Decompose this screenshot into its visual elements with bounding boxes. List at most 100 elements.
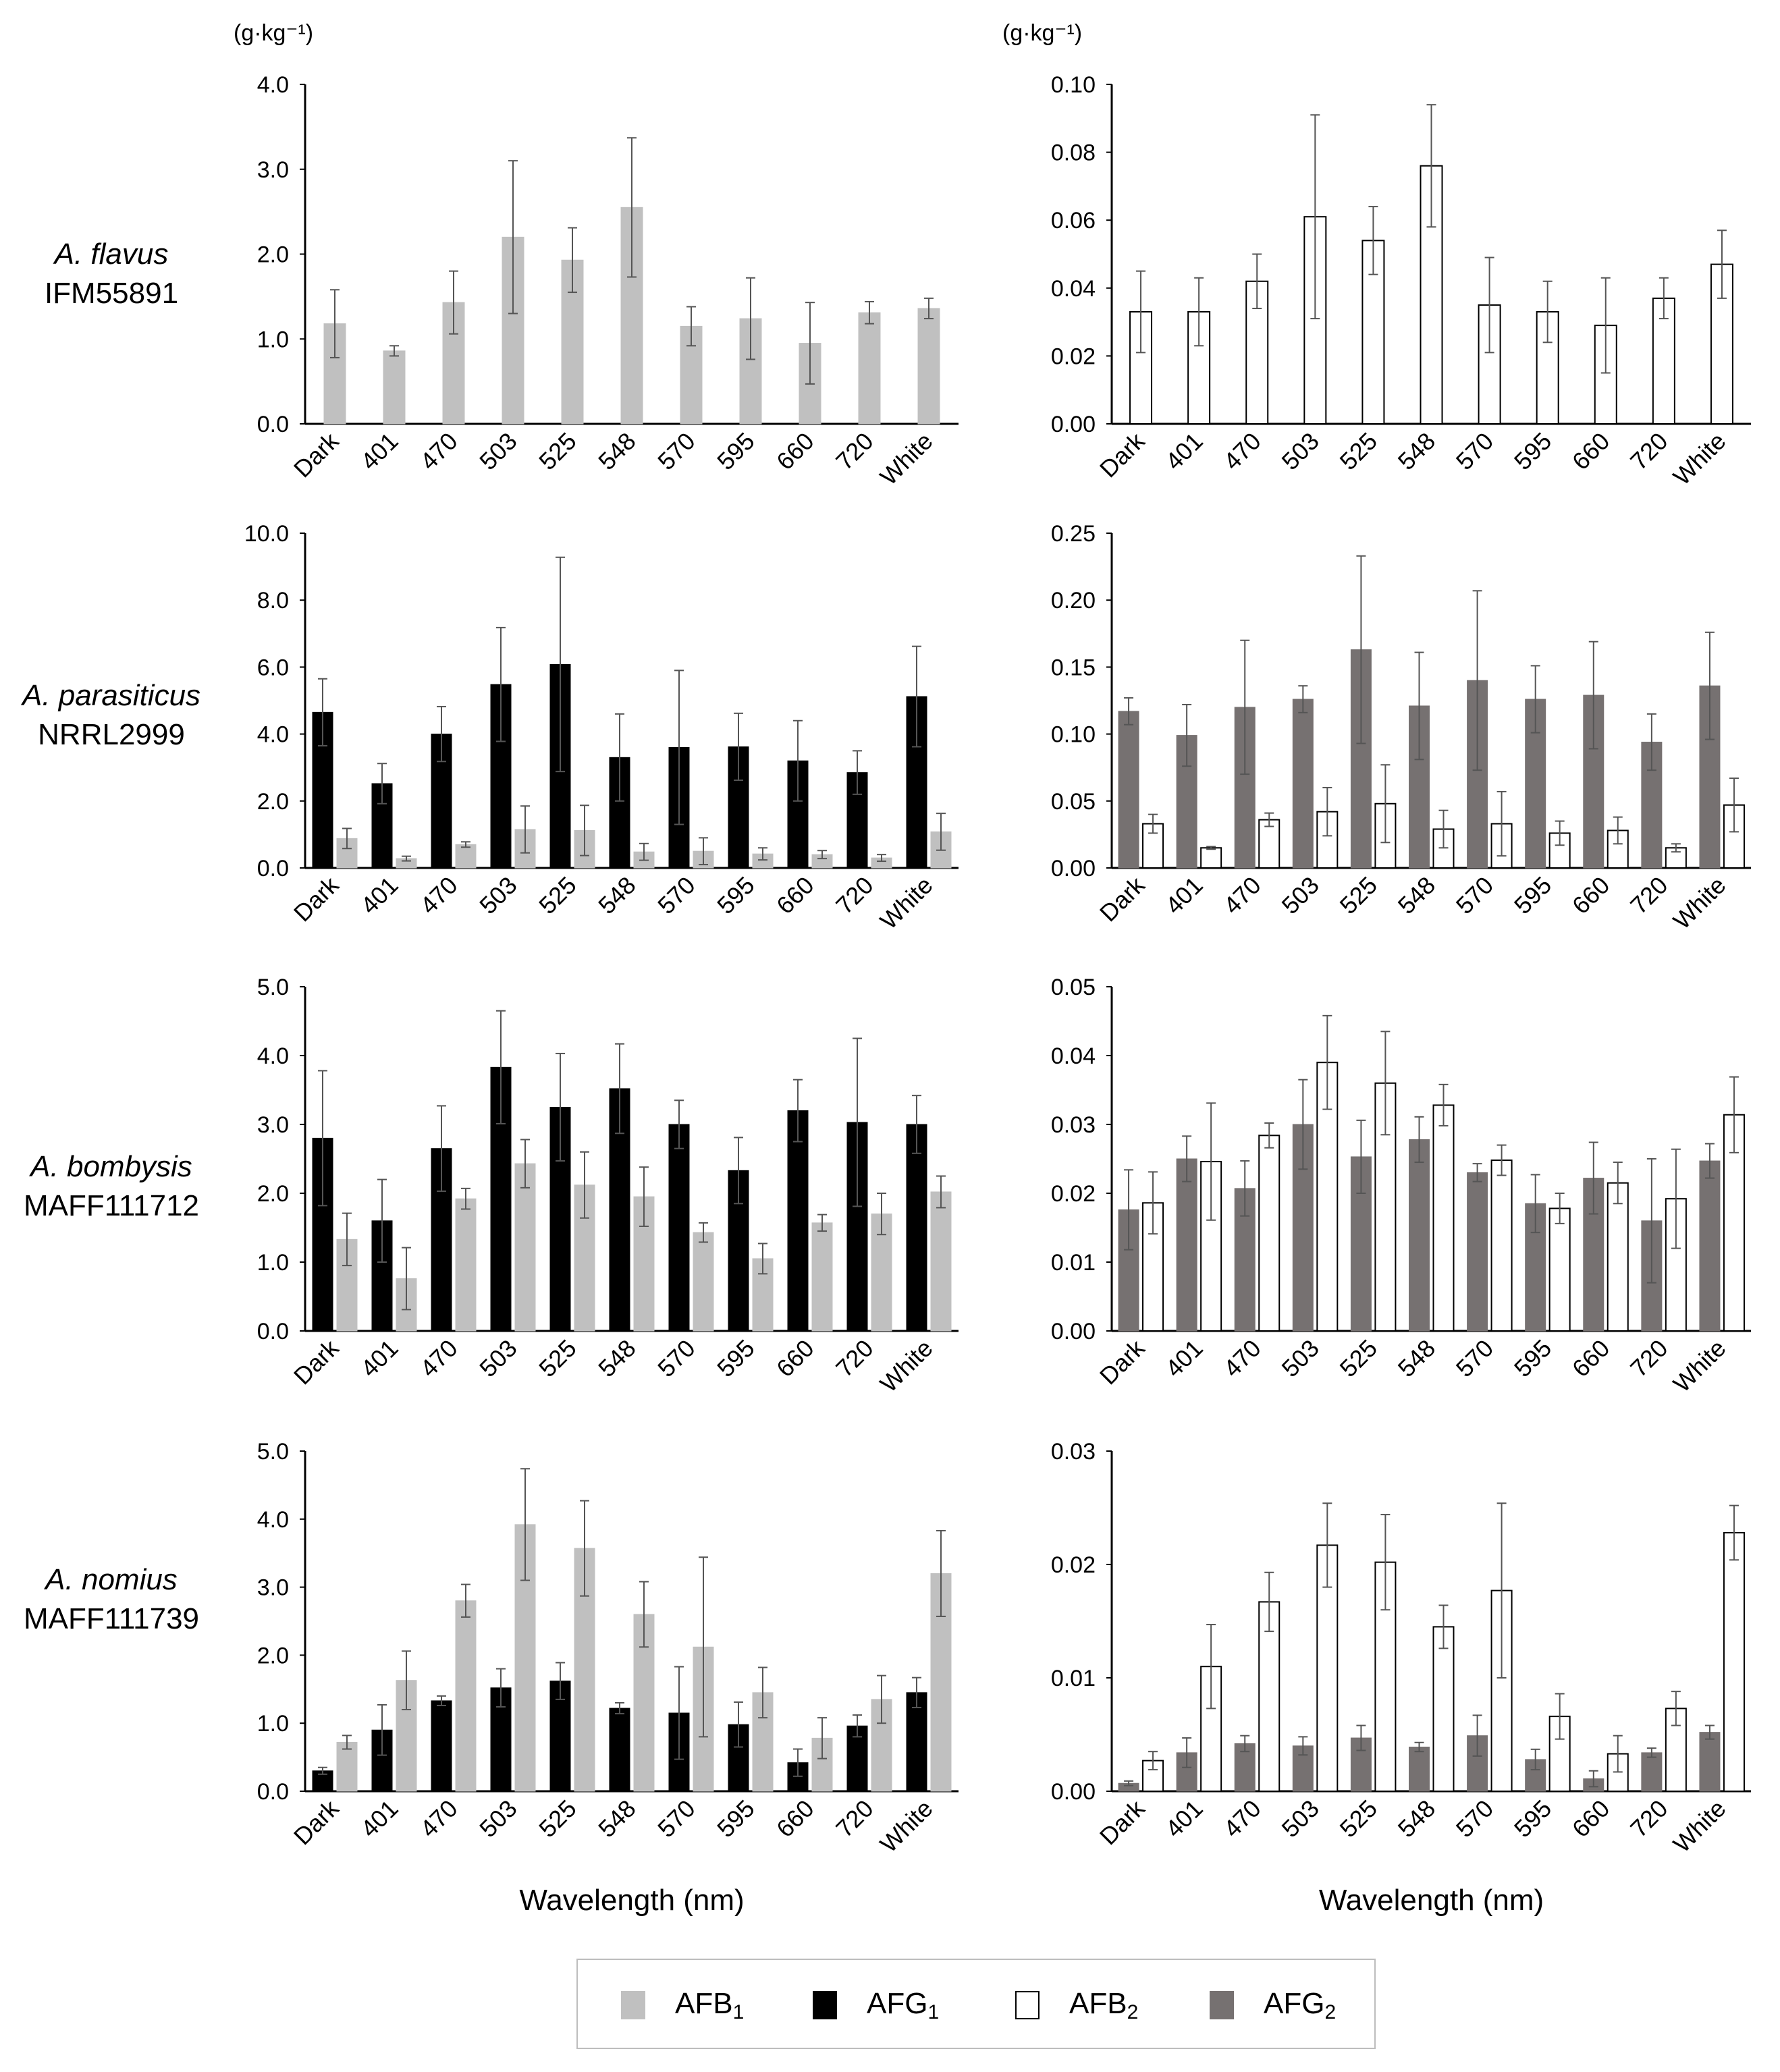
chart-2-x-tick-label: 595 — [711, 871, 759, 919]
chart-2-x-tick-label: 720 — [830, 871, 878, 919]
chart-1-x-tick-label: 401 — [1160, 427, 1208, 475]
chart-2-x-tick-label: White — [875, 871, 938, 935]
chart-6-x-tick-label: 720 — [830, 1795, 878, 1843]
chart-5-y-tick-label: 0.01 — [1051, 1250, 1096, 1276]
chart-5-y-tick-label: 0.02 — [1051, 1181, 1096, 1207]
chart-4-x-tick-label: 660 — [771, 1334, 819, 1382]
chart-4-bar-afb1 — [811, 1222, 833, 1332]
chart-4-bar-afb1 — [930, 1191, 952, 1332]
chart-4-bar-afb1 — [693, 1232, 714, 1332]
chart-4-x-tick-label: 720 — [830, 1334, 878, 1382]
chart-4-x-tick-label: 570 — [652, 1334, 700, 1382]
chart-5-x-tick-label: 548 — [1393, 1334, 1440, 1382]
chart-0-bar-afb1 — [917, 308, 940, 425]
chart-2-x-tick-label: 503 — [474, 871, 522, 919]
chart-7-bar-afb2 — [1432, 1626, 1455, 1792]
chart-3-x-tick-label: 548 — [1393, 871, 1440, 919]
chart-6-x-tick-label: 660 — [771, 1795, 819, 1843]
chart-3-x-tick-label: 470 — [1218, 871, 1266, 919]
chart-6-bar-afg1 — [431, 1700, 452, 1792]
species-name: A. flavus — [54, 238, 169, 271]
species-name: A. nomius — [45, 1563, 178, 1596]
chart-7-bar-afg2 — [1409, 1746, 1430, 1792]
species-name: A. bombysis — [30, 1150, 192, 1183]
chart-5-y-tick-label: 0.04 — [1051, 1043, 1096, 1069]
chart-5-bar-afb2 — [1432, 1104, 1455, 1332]
legend-item-afg2: AFG2 — [1210, 1987, 1336, 2023]
chart-5-bar-afb2 — [1490, 1160, 1513, 1332]
chart-6-bar-afb1 — [514, 1524, 536, 1792]
species-label-0: A. flavus IFM55891 — [0, 235, 223, 313]
chart-5-x-tick-label: 503 — [1276, 1334, 1324, 1382]
legend-label-afb1: AFB1 — [675, 1986, 745, 2023]
chart-4-x-tick-label: 503 — [474, 1334, 522, 1382]
chart-5-x-tick-label: 660 — [1567, 1334, 1615, 1382]
species-label-2: A. bombysis MAFF111712 — [0, 1147, 223, 1226]
chart-0-bar-afb1 — [858, 312, 881, 425]
chart-5-x-tick-label: 401 — [1160, 1334, 1208, 1382]
chart-1-y-tick-label: 0.04 — [1051, 276, 1096, 302]
chart-7-x-tick-label: 660 — [1567, 1795, 1615, 1843]
chart-4-x-tick-label: 470 — [414, 1334, 462, 1382]
chart-0-y-tick-label: 2.0 — [257, 242, 289, 268]
chart-0-x-tick-label: 720 — [830, 427, 878, 475]
chart-1-x-tick-label: 570 — [1451, 427, 1499, 475]
chart-4-bar-afg1 — [668, 1124, 690, 1332]
chart-4-bar-afb1 — [752, 1258, 774, 1332]
chart-1-y-tick-label: 0.10 — [1051, 72, 1096, 98]
chart-6-y-tick-label: 3.0 — [257, 1575, 289, 1601]
chart-2-y-tick-label: 0.0 — [257, 856, 289, 881]
chart-4-y-tick-label: 2.0 — [257, 1181, 289, 1207]
chart-1-x-tick-label: 720 — [1625, 427, 1673, 475]
chart-7-y-tick-label: 0.00 — [1051, 1779, 1096, 1805]
chart-5-bar-afb2 — [1607, 1182, 1629, 1332]
chart-7-x-tick-label: 595 — [1509, 1795, 1557, 1843]
chart-3-bar-afg2 — [1292, 699, 1314, 869]
chart-0-x-tick-label: Dark — [288, 427, 344, 483]
chart-0-x-tick-label: 595 — [711, 427, 759, 475]
chart-2-y-tick-label: 8.0 — [257, 588, 289, 614]
chart-2-x-tick-label: Dark — [288, 871, 344, 927]
chart-1-unit-label: (g·kg⁻¹) — [1002, 20, 1082, 46]
chart-1-bar-afb2 — [1710, 263, 1733, 425]
legend-swatch-afb1 — [621, 1991, 645, 2019]
chart-7-bar-afg2 — [1641, 1752, 1663, 1792]
chart-1-x-tick-label: 595 — [1509, 427, 1557, 475]
chart-3-y-tick-label: 0.05 — [1051, 789, 1096, 815]
legend-swatch-afg1 — [813, 1991, 837, 2019]
legend-item-afg1: AFG1 — [813, 1987, 939, 2023]
chart-2-x-tick-label: 401 — [355, 871, 403, 919]
chart-7-y-tick-label: 0.03 — [1051, 1439, 1096, 1465]
chart-3-x-tick-label: White — [1668, 871, 1731, 935]
chart-5-bar-afg2 — [1176, 1158, 1197, 1332]
chart-3-x-tick-label: 401 — [1160, 871, 1208, 919]
chart-5-y-tick-label: 0.03 — [1051, 1112, 1096, 1138]
chart-5-x-tick-label: 470 — [1218, 1334, 1266, 1382]
chart-3-bar-afb2 — [1258, 819, 1280, 869]
chart-4-x-tick-label: White — [875, 1334, 938, 1398]
chart-6-x-tick-label: 401 — [355, 1795, 403, 1843]
chart-6-x-tick-label: 470 — [414, 1795, 462, 1843]
chart-5-bar-afg2 — [1699, 1160, 1721, 1332]
chart-6-x-tick-label: 503 — [474, 1795, 522, 1843]
strain-name: NRRL2999 — [38, 718, 185, 751]
chart-1-y-tick-label: 0.06 — [1051, 208, 1096, 234]
chart-6-bar-afb1 — [336, 1741, 358, 1792]
legend-item-afb2: AFB2 — [1015, 1987, 1138, 2023]
chart-7-bar-afb2 — [1723, 1531, 1745, 1792]
chart-6-x-tick-label: 525 — [533, 1795, 581, 1843]
chart-0-y-tick-label: 3.0 — [257, 157, 289, 183]
chart-6-y-tick-label: 0.0 — [257, 1779, 289, 1805]
chart-0-x-tick-label: 570 — [652, 427, 700, 475]
chart-7-x-tick-label: 401 — [1160, 1795, 1208, 1843]
chart-0-x-tick-label: 503 — [474, 427, 522, 475]
chart-6-x-tick-label: 548 — [593, 1795, 641, 1843]
chart-7-bar-afg2 — [1699, 1732, 1721, 1792]
chart-6-x-tick-label: 595 — [711, 1795, 759, 1843]
chart-1-bar-afb2 — [1536, 311, 1559, 425]
chart-7-x-tick-label: 525 — [1334, 1795, 1382, 1843]
chart-5-x-tick-label: White — [1668, 1334, 1731, 1398]
chart-0-y-tick-label: 0.0 — [257, 412, 289, 437]
chart-0-y-tick-label: 4.0 — [257, 72, 289, 98]
strain-name: MAFF111739 — [23, 1602, 200, 1635]
